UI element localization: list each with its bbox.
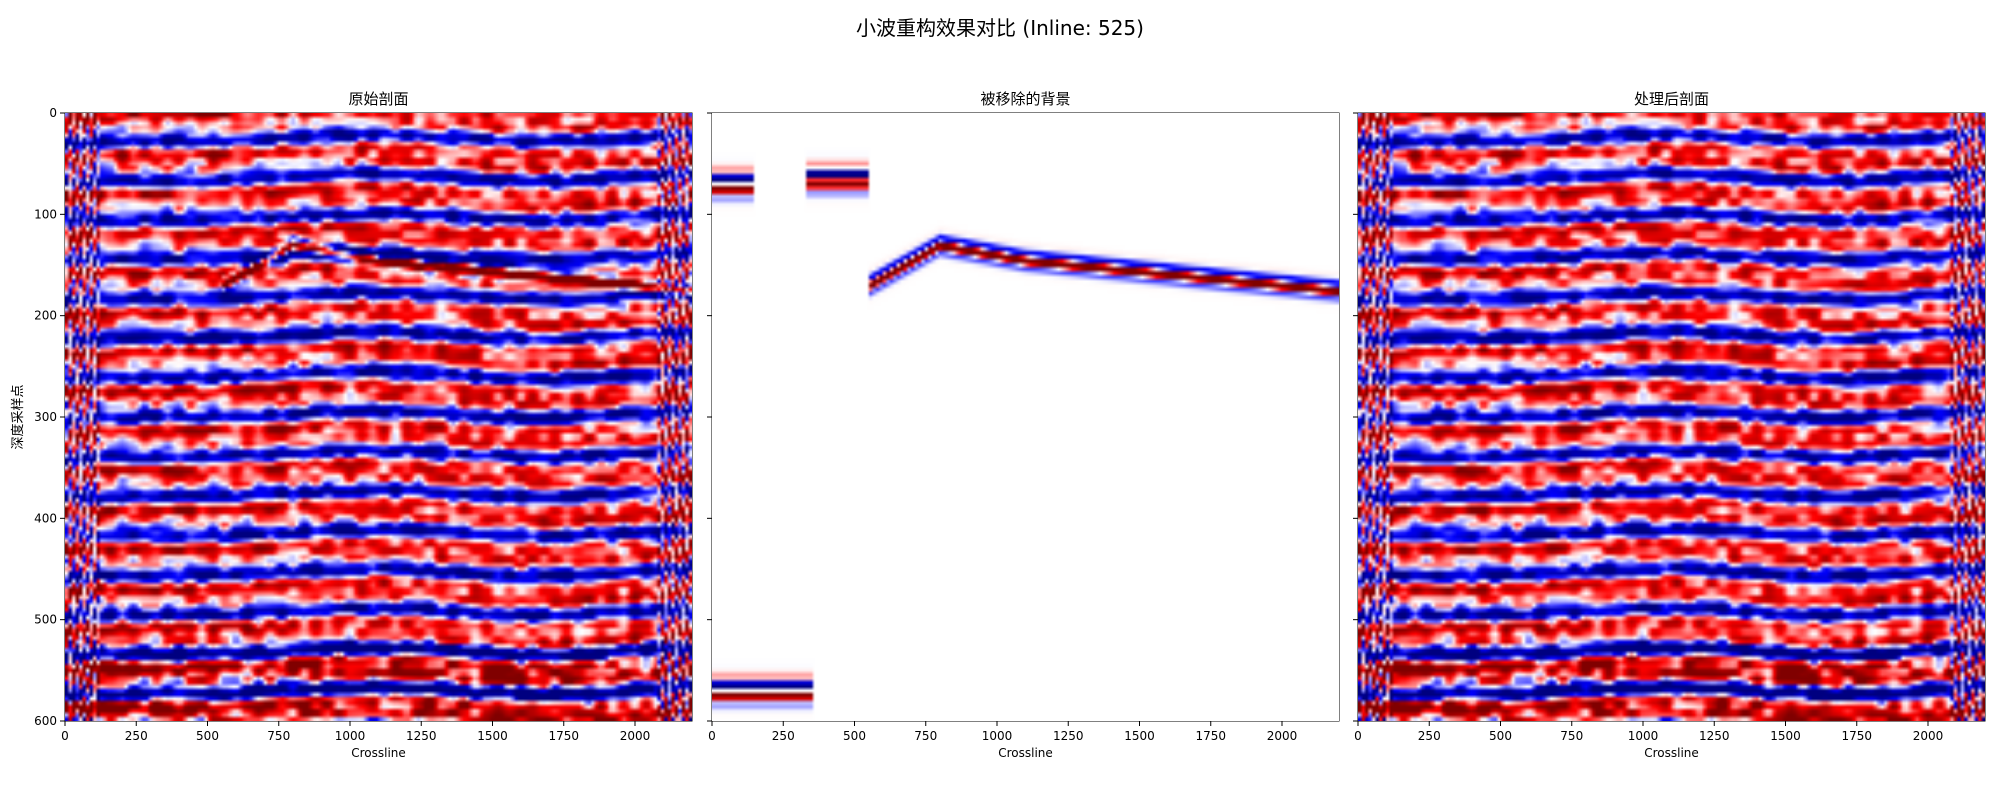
- x-axis-label: Crossline: [1644, 746, 1699, 760]
- x-tick-label: 1500: [1124, 729, 1155, 743]
- x-tick-label: 1750: [1195, 729, 1226, 743]
- x-tick-label: 0: [61, 729, 69, 743]
- heatmap-image-2: [712, 113, 1339, 721]
- x-tick-label: 1750: [548, 729, 579, 743]
- x-tick-label: 1500: [1770, 729, 1801, 743]
- x-tick-label: 500: [196, 729, 219, 743]
- y-tick-label: 0: [49, 106, 57, 120]
- y-tick-label: 200: [34, 309, 57, 323]
- panel-title: 被移除的背景: [980, 90, 1070, 108]
- x-tick-label: 1750: [1841, 729, 1872, 743]
- x-tick-label: 0: [708, 729, 716, 743]
- x-tick-label: 250: [125, 729, 148, 743]
- x-tick-label: 2000: [1267, 729, 1298, 743]
- x-tick-label: 0: [1354, 729, 1362, 743]
- heatmap-image-1: [65, 113, 692, 721]
- x-tick-label: 1000: [982, 729, 1013, 743]
- heatmap-image-3: [1358, 113, 1985, 721]
- x-tick-label: 1250: [1053, 729, 1084, 743]
- x-axis-label: Crossline: [351, 746, 406, 760]
- y-tick-label: 300: [34, 410, 57, 424]
- x-tick-label: 1250: [1699, 729, 1730, 743]
- y-axis-label: 深度采样点: [10, 384, 26, 449]
- x-axis-label: Crossline: [998, 746, 1053, 760]
- x-tick-label: 250: [1418, 729, 1441, 743]
- x-tick-label: 750: [267, 729, 290, 743]
- x-tick-label: 500: [1489, 729, 1512, 743]
- x-tick-label: 750: [1560, 729, 1583, 743]
- y-tick-label: 500: [34, 613, 57, 627]
- x-tick-label: 1250: [406, 729, 437, 743]
- x-tick-label: 1000: [335, 729, 366, 743]
- panel-title: 原始剖面: [348, 90, 408, 108]
- panel-1: 原始剖面 0 250 500 750 1000 1250 1500 1750 2000 0 100 20…: [10, 90, 693, 760]
- x-tick-label: 1000: [1628, 729, 1659, 743]
- y-tick-label: 600: [34, 714, 57, 728]
- x-tick-label: 750: [914, 729, 937, 743]
- x-tick-label: 2000: [1913, 729, 1944, 743]
- x-tick-label: 250: [772, 729, 795, 743]
- figure-suptitle: 小波重构效果对比 (Inline: 525): [856, 16, 1144, 40]
- x-tick-label: 2000: [620, 729, 651, 743]
- x-tick-label: 1500: [477, 729, 508, 743]
- panel-title: 处理后剖面: [1634, 90, 1709, 108]
- y-tick-label: 100: [34, 207, 57, 221]
- y-tick-label: 400: [34, 511, 57, 525]
- x-tick-label: 500: [843, 729, 866, 743]
